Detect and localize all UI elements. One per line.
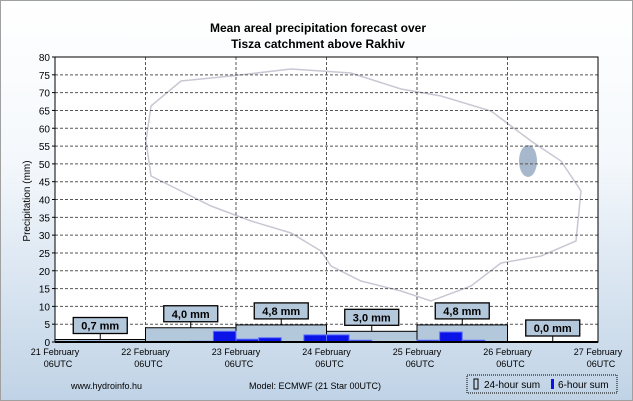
y-tick-label: 10	[39, 302, 51, 313]
y-tick-label: 55	[39, 142, 51, 153]
legend-6h-label: 6-hour sum	[558, 380, 609, 391]
daily-sum-label-box	[434, 302, 490, 320]
x-tick-label-time: 06UTC	[44, 359, 73, 369]
six-hour-bar	[212, 330, 237, 343]
y-tick-label: 5	[44, 320, 50, 331]
x-tick-label-time: 06UTC	[134, 359, 163, 369]
daily-sum-label-box	[525, 319, 581, 337]
footer-site: www.hydroinfo.hu	[70, 381, 142, 391]
y-tick-label: 25	[39, 249, 51, 260]
x-tick-label-time: 06UTC	[406, 359, 435, 369]
x-tick-label-date: 25 February	[393, 347, 442, 357]
daily-sum-label: 4,8 mm	[262, 306, 300, 318]
x-tick-label-time: 06UTC	[225, 359, 254, 369]
daily-sum-label: 0,0 mm	[534, 323, 572, 335]
x-tick-label-date: 27 February	[574, 347, 623, 357]
y-tick-label: 20	[39, 267, 51, 278]
y-tick-label: 40	[39, 196, 51, 207]
y-tick-label: 30	[39, 231, 51, 242]
daily-sum-label-box	[253, 302, 309, 320]
x-tick-label-time: 06UTC	[315, 359, 344, 369]
x-tick-label-date: 24 February	[302, 347, 351, 357]
six-hour-bar	[439, 331, 463, 343]
daily-sum-label-box	[344, 308, 400, 326]
y-tick-label: 50	[39, 160, 51, 171]
daily-sum-label-box	[163, 305, 219, 323]
six-hour-bar	[303, 334, 327, 343]
y-tick-label: 35	[39, 213, 51, 224]
x-tick-label-time: 06UTC	[587, 359, 616, 369]
x-tick-label-date: 23 February	[212, 347, 261, 357]
x-tick-label-time: 06UTC	[496, 359, 525, 369]
daily-sum-label-box	[72, 316, 128, 335]
daily-sum-label: 4,0 mm	[172, 309, 210, 321]
chart-title-line2: Tisza catchment above Rakhiv	[231, 37, 405, 51]
x-tick-label-date: 22 February	[121, 347, 170, 357]
y-tick-label: 15	[39, 285, 51, 296]
y-tick-label: 0	[44, 338, 50, 349]
y-tick-label: 65	[39, 106, 51, 117]
y-tick-label: 60	[39, 124, 51, 135]
catchment-highlight	[519, 145, 537, 177]
x-tick-label-date: 21 February	[31, 347, 80, 357]
y-tick-label: 80	[39, 53, 51, 64]
catchment-map-outline	[145, 68, 582, 302]
y-tick-label: 45	[39, 178, 51, 189]
daily-sum-label: 3,0 mm	[353, 312, 391, 324]
y-tick-label: 75	[39, 71, 51, 82]
x-tick-label-date: 26 February	[483, 347, 532, 357]
chart-title-line1: Mean areal precipitation forecast over	[210, 21, 426, 35]
legend-6h-swatch	[551, 379, 554, 389]
y-axis-label: Precipitation (mm)	[22, 160, 33, 241]
daily-sum-label: 0,7 mm	[81, 321, 119, 333]
footer-model: Model: ECMWF (21 Star 00UTC)	[249, 381, 381, 391]
daily-sum-label: 4,8 mm	[443, 306, 481, 318]
legend-24h-swatch	[473, 378, 479, 390]
six-hour-bar	[326, 334, 350, 343]
y-tick-label: 70	[39, 89, 51, 100]
legend-24h-label: 24-hour sum	[484, 380, 540, 391]
legend-box	[466, 374, 618, 394]
